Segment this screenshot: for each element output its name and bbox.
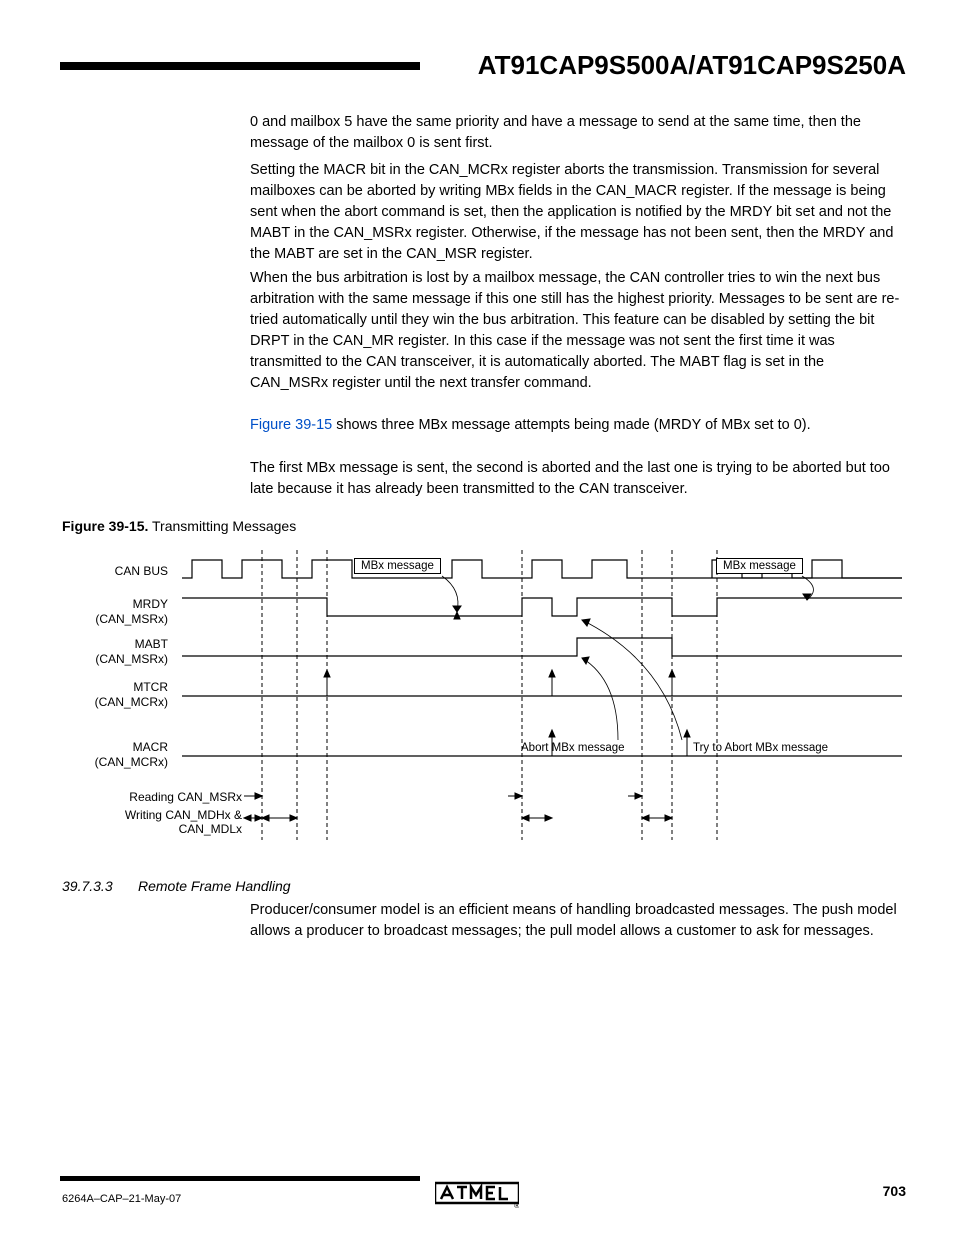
footer-docid: 6264A–CAP–21-May-07: [62, 1193, 181, 1205]
figure-ref-link[interactable]: Figure 39-15: [250, 417, 332, 433]
atmel-logo: ®: [435, 1175, 519, 1211]
paragraph-6: Producer/consumer model is an efficient …: [250, 900, 906, 942]
label-try-abort: Try to Abort MBx message: [693, 742, 828, 754]
figure-caption-rest: Transmitting Messages: [148, 518, 296, 534]
header-title: AT91CAP9S500A/AT91CAP9S250A: [478, 50, 906, 81]
label-mrdy: MRDY: [133, 597, 168, 611]
section-title: Remote Frame Handling: [138, 878, 291, 894]
label-mtcr-sub: (CAN_MCRx): [95, 695, 168, 709]
svg-text:®: ®: [514, 1201, 519, 1210]
box-mbx-message-1: MBx message: [354, 558, 441, 574]
page-number: 703: [883, 1183, 906, 1199]
label-reading: Reading CAN_MSRx: [129, 790, 242, 804]
header-rule: [60, 62, 420, 70]
label-mtcr: MTCR: [133, 680, 168, 694]
timing-diagram: CAN BUS MRDY (CAN_MSRx) MABT (CAN_MSRx) …: [62, 540, 902, 850]
label-abort-msg: Abort MBx message: [521, 742, 625, 754]
label-canbus: CAN BUS: [115, 564, 168, 578]
box-mbx-message-2: MBx message: [716, 558, 803, 574]
label-writing: Writing CAN_MDHx & CAN_MDLx: [102, 808, 242, 836]
label-macr-sub: (CAN_MCRx): [95, 755, 168, 769]
paragraph-4: Figure 39-15 shows three MBx message att…: [250, 415, 906, 436]
figure-caption-bold: Figure 39-15.: [62, 518, 148, 534]
label-macr: MACR: [133, 740, 168, 754]
paragraph-5: The first MBx message is sent, the secon…: [250, 458, 906, 500]
label-mabt: MABT: [135, 637, 168, 651]
paragraph-4-rest: shows three MBx message attempts being m…: [332, 417, 810, 433]
section-number: 39.7.3.3: [62, 878, 113, 894]
paragraph-2: Setting the MACR bit in the CAN_MCRx reg…: [250, 160, 906, 265]
figure-caption: Figure 39-15. Transmitting Messages: [62, 518, 296, 534]
label-mrdy-sub: (CAN_MSRx): [95, 612, 168, 626]
paragraph-3: When the bus arbitration is lost by a ma…: [250, 268, 906, 394]
paragraph-1: 0 and mailbox 5 have the same priority a…: [250, 112, 906, 154]
label-mabt-sub: (CAN_MSRx): [95, 652, 168, 666]
footer-rule: [60, 1176, 420, 1181]
